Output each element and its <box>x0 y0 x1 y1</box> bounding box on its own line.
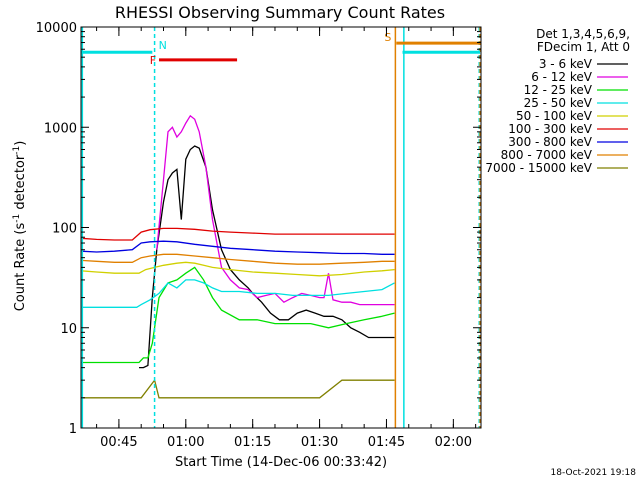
flag-label-f: F <box>150 54 156 67</box>
y-axis-label-end: ) <box>13 141 28 146</box>
legend-label-7: 300 - 800 keV <box>508 135 592 149</box>
legend-label-1: 3 - 6 keV <box>539 57 593 71</box>
x-tick-label: 01:00 <box>167 435 204 450</box>
legend-label-9: 7000 - 15000 keV <box>485 161 592 175</box>
y-tick-label: 1 <box>69 422 77 437</box>
x-tick-label: 01:30 <box>301 435 338 450</box>
x-tick-label: 01:15 <box>234 435 271 450</box>
series-line-9 <box>81 378 395 399</box>
x-tick-label: 01:45 <box>368 435 405 450</box>
y-tick-label: 10 <box>60 322 77 337</box>
legend-label-5: 50 - 100 keV <box>516 109 593 123</box>
y-axis-label-exp1: -1 <box>12 214 22 223</box>
flag-label-n: N <box>159 39 167 52</box>
y-tick-label: 1000 <box>44 121 77 136</box>
legend-label-3: 12 - 25 keV <box>524 83 593 97</box>
series-line-3 <box>81 266 395 364</box>
legend-label-6: 100 - 300 keV <box>508 122 592 136</box>
series-line-1 <box>139 145 395 369</box>
legend: Det 1,3,4,5,6,9, FDecim 1, Att 0 3 - 6 k… <box>485 27 630 175</box>
y-axis-label: Count Rate (s-1 detector-1) <box>12 141 28 312</box>
footer-timestamp: 18-Oct-2021 19:18 <box>551 468 637 478</box>
y-axis-label-exp2: -1 <box>12 146 22 155</box>
legend-label-8: 800 - 7000 keV <box>501 148 593 162</box>
plot-clip-group <box>81 27 481 428</box>
series-line-2 <box>156 114 395 306</box>
chart-title: RHESSI Observing Summary Count Rates <box>115 3 445 22</box>
legend-label-4: 25 - 50 keV <box>524 96 593 110</box>
legend-header-line-1: Det 1,3,4,5,6,9, <box>536 27 630 41</box>
series-line-5 <box>81 261 395 277</box>
series-line-7 <box>81 240 395 255</box>
legend-header-line-2: FDecim 1, Att 0 <box>537 40 630 54</box>
y-tick-label: 100 <box>52 222 77 237</box>
flag-label-s: S <box>384 31 391 44</box>
y-axis-label-mid: detector <box>13 154 28 214</box>
x-axis-label: Start Time (14-Dec-06 00:33:42) <box>175 455 387 470</box>
plot-area: N S F 1 10 100 1000 10000 00:45 01:00 01:15 01:30 01… <box>36 21 482 450</box>
y-axis-label-main: Count Rate (s <box>13 223 28 312</box>
series-line-4 <box>81 279 395 308</box>
series-line-8 <box>81 253 395 265</box>
y-tick-label: 10000 <box>36 21 77 36</box>
series-line-6 <box>81 227 395 241</box>
x-tick-label: 02:00 <box>435 435 472 450</box>
legend-label-2: 6 - 12 keV <box>531 70 593 84</box>
x-tick-label: 00:45 <box>100 435 137 450</box>
